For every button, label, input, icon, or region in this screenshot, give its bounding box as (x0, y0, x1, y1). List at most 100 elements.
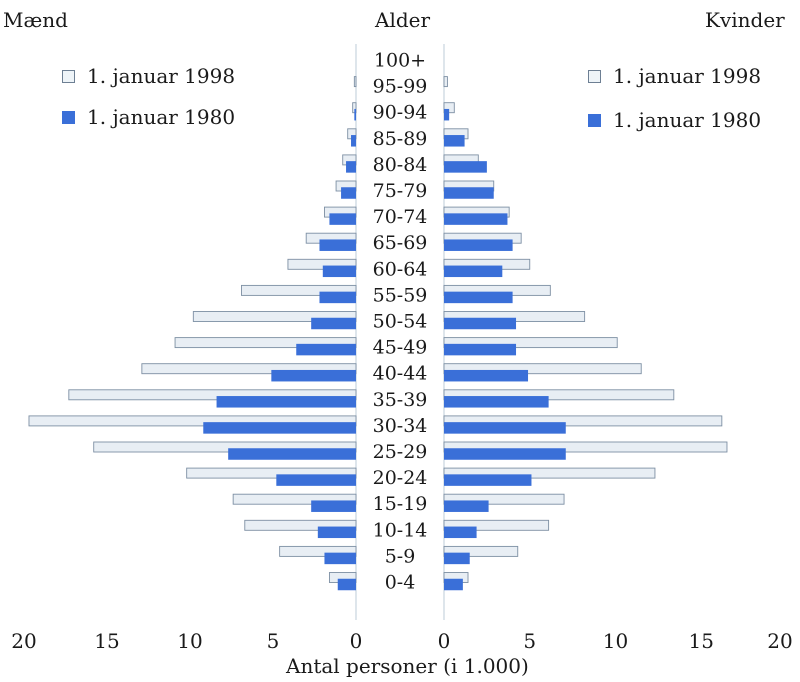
bar-men-1980 (228, 448, 356, 460)
bar-men-1998 (68, 389, 357, 401)
age-column (357, 44, 443, 619)
legend-swatch-1980 (62, 110, 75, 124)
title-women: Kvinder (705, 8, 785, 32)
title-age: Alder (375, 8, 431, 32)
bar-women-1998 (443, 519, 550, 531)
bar-men-1980 (203, 422, 356, 434)
age-label: 10-14 (373, 519, 428, 541)
x-tick-label: 0 (350, 629, 363, 653)
bar-women-1980 (444, 343, 517, 356)
bar-men-1998 (93, 441, 357, 453)
age-label: 45-49 (373, 337, 428, 359)
age-label: 55-59 (373, 284, 428, 306)
bar-men-1998 (174, 337, 357, 349)
age-label: 40-44 (373, 363, 428, 385)
bar-women-1998 (443, 76, 448, 88)
legend-label: 1. januar 1980 (613, 108, 762, 132)
bar-men-1998 (141, 363, 357, 375)
bar-men-1980 (276, 474, 356, 486)
age-label: 90-94 (373, 102, 428, 124)
legend-men-1998: 1. januar 1998 (62, 64, 235, 88)
bar-men-1980 (346, 161, 356, 173)
bar-women-1980 (444, 213, 508, 225)
legend-swatch-1998 (588, 69, 601, 83)
bar-women-1980 (444, 500, 489, 512)
bar-women-1980 (444, 474, 532, 486)
bar-women-1998 (443, 389, 675, 401)
legend-swatch-1998 (62, 69, 75, 83)
bar-men-1998 (279, 545, 357, 557)
age-label: 20-24 (373, 467, 428, 489)
age-label: 30-34 (373, 415, 428, 437)
bar-men-1998 (244, 519, 357, 531)
age-label: 25-29 (373, 441, 428, 463)
age-label: 35-39 (373, 389, 428, 411)
bar-men-1980 (322, 265, 356, 278)
x-tick-label: 5 (267, 629, 280, 653)
bar-women-1998 (443, 363, 642, 375)
bar-men-1998 (232, 493, 357, 505)
bar-women-1980 (444, 161, 487, 173)
bar-women-1998 (443, 441, 728, 453)
bar-men-1980 (317, 526, 356, 539)
bar-men-1980 (354, 108, 356, 121)
bar-men-1998 (186, 467, 357, 479)
age-label: 75-79 (373, 180, 428, 202)
age-label: 60-64 (373, 258, 428, 280)
bar-women-1980 (444, 422, 566, 434)
age-label: 85-89 (373, 128, 428, 150)
bar-women-1980 (444, 291, 513, 304)
bar-women-1980 (444, 369, 529, 382)
bar-women-1980 (444, 108, 450, 121)
bar-men-1998 (287, 258, 357, 270)
bar-men-1998 (192, 311, 357, 322)
x-tick-label: 20 (767, 629, 792, 653)
age-label: 65-69 (373, 232, 428, 254)
x-axis-label: Antal personer (i 1.000) (286, 654, 529, 678)
bar-men-1980 (341, 187, 356, 199)
age-label: 5-9 (385, 545, 416, 567)
age-label: 95-99 (373, 76, 428, 98)
age-label: 0-4 (385, 572, 416, 594)
bar-men-1980 (319, 239, 356, 251)
bar-men-1980 (296, 343, 356, 356)
x-tick-label: 0 (438, 629, 451, 653)
bar-men-1980 (329, 213, 356, 225)
age-label: 15-19 (373, 493, 428, 515)
age-label: 70-74 (373, 206, 428, 228)
bar-women-1998 (443, 493, 565, 505)
bar-women-1980 (444, 187, 494, 199)
bar-women-1998 (443, 467, 656, 479)
bar-men-1980 (337, 578, 356, 591)
bar-women-1998 (443, 337, 618, 349)
bar-women-1980 (444, 552, 470, 565)
bar-men-1980 (351, 135, 356, 147)
legend-women-1980: 1. januar 1980 (588, 108, 761, 132)
x-tick-label: 20 (11, 629, 36, 653)
age-label: 100+ (374, 50, 426, 72)
bar-men-1980 (319, 291, 356, 304)
bar-men-1980 (216, 396, 356, 408)
x-tick-label: 10 (177, 629, 202, 653)
bar-men-1998 (353, 76, 357, 88)
age-label: 80-84 (373, 154, 428, 176)
bar-women-1980 (444, 578, 463, 591)
title-men: Mænd (3, 8, 68, 32)
bar-men-1980 (311, 500, 356, 512)
x-tick-label: 15 (689, 629, 714, 653)
bar-women-1980 (444, 317, 517, 330)
x-tick-label: 15 (94, 629, 119, 653)
bar-women-1998 (443, 415, 723, 427)
bar-men-1998 (241, 284, 357, 296)
bar-men-1980 (271, 369, 356, 382)
bar-women-1980 (444, 526, 477, 539)
bar-men-1980 (324, 552, 356, 565)
bar-women-1980 (444, 135, 465, 147)
bar-women-1980 (444, 396, 549, 408)
x-tick-label: 5 (523, 629, 536, 653)
x-tick-label: 10 (603, 629, 628, 653)
bar-women-1998 (443, 545, 519, 557)
bar-women-1980 (444, 239, 513, 251)
